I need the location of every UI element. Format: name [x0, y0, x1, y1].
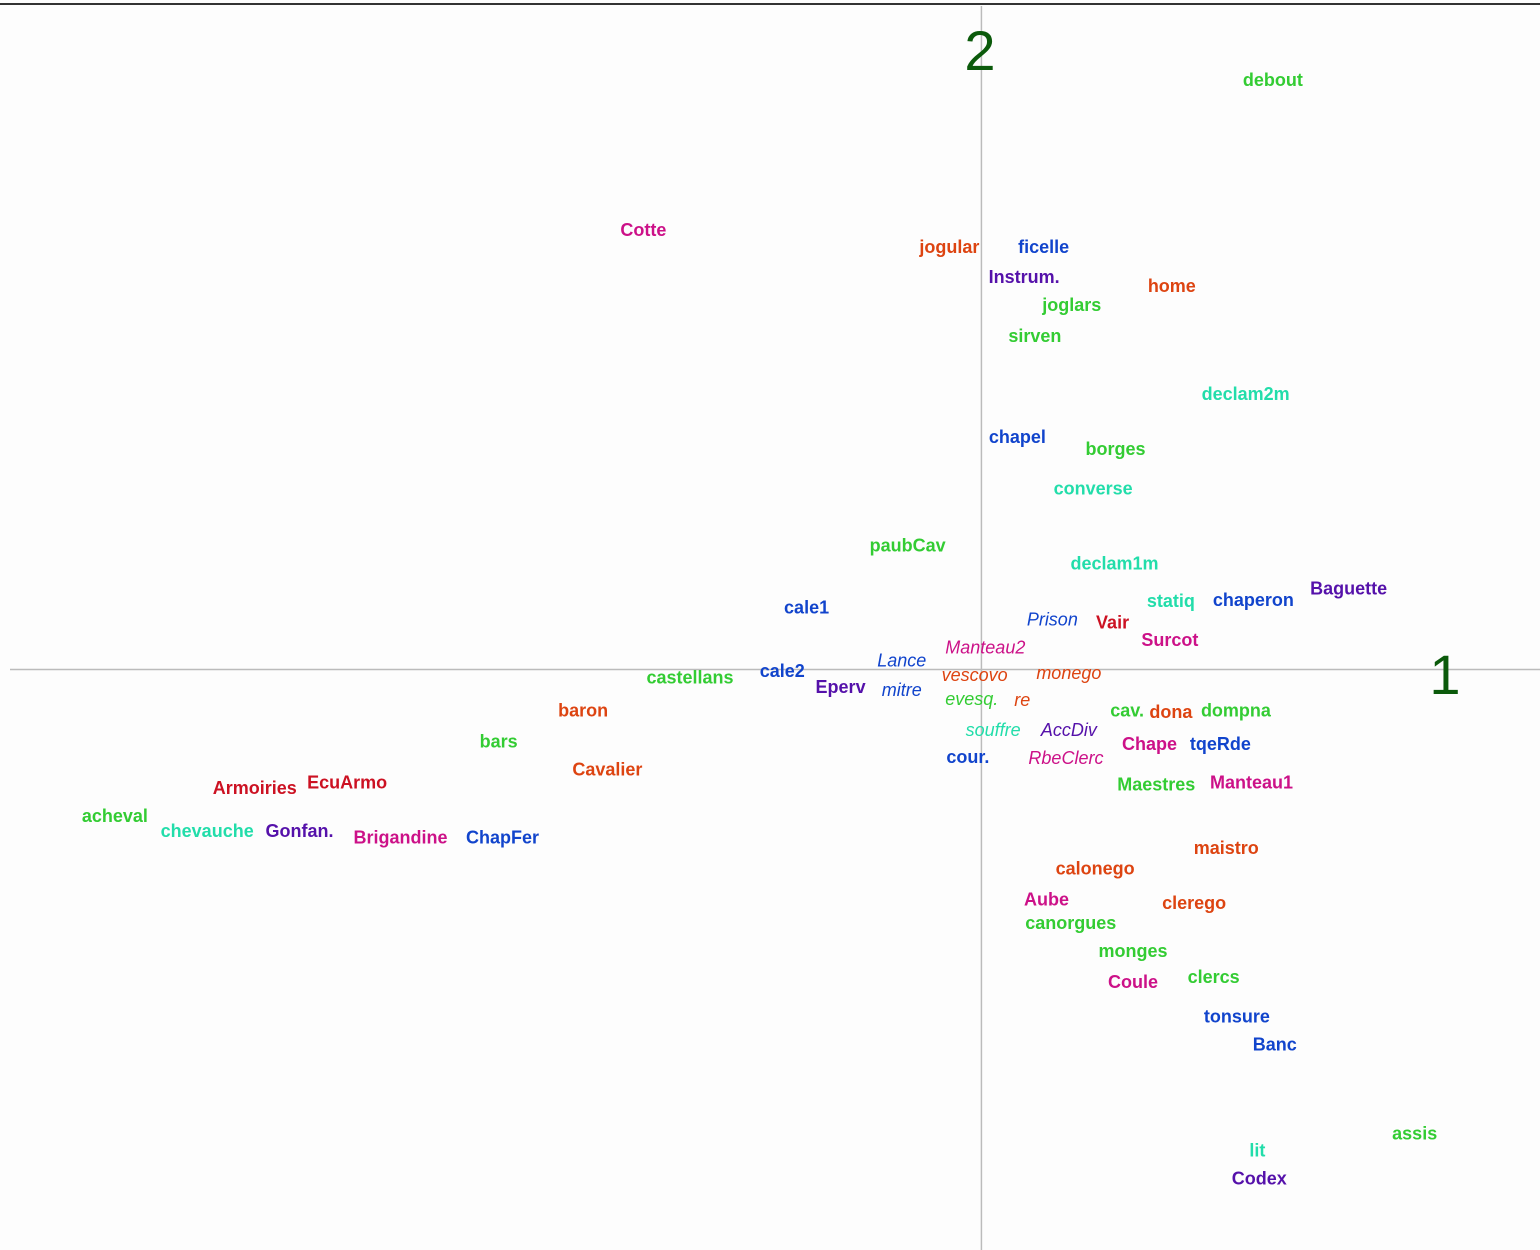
point-label: Gonfan.	[265, 821, 333, 841]
point-label: Vair	[1096, 612, 1129, 632]
point-label: debout	[1243, 70, 1303, 90]
point-label: borges	[1085, 439, 1145, 459]
point-label: dompna	[1201, 700, 1272, 720]
point-label: cour.	[946, 747, 989, 767]
point-label: Instrum.	[989, 267, 1060, 287]
point-label: EcuArmo	[307, 772, 387, 792]
point-label: chevauche	[161, 821, 254, 841]
point-label: vescovo	[942, 665, 1008, 685]
point-label: clercs	[1188, 967, 1240, 987]
point-label: clerego	[1162, 893, 1226, 913]
point-label: cav.	[1110, 700, 1144, 720]
point-label: Banc	[1253, 1035, 1297, 1055]
point-label: Cavalier	[572, 759, 642, 779]
point-label: Brigandine	[354, 828, 448, 848]
point-label: canorgues	[1025, 913, 1116, 933]
point-label: Baguette	[1310, 579, 1387, 599]
point-label: Aube	[1024, 889, 1069, 909]
point-label: calonego	[1056, 859, 1135, 879]
point-label: home	[1148, 276, 1196, 296]
point-label: evesq.	[945, 689, 998, 709]
point-label: Coule	[1108, 972, 1158, 992]
point-label: baron	[558, 700, 608, 720]
point-label: tqeRde	[1190, 734, 1251, 754]
point-label: AccDiv	[1040, 720, 1098, 740]
point-label: bars	[480, 731, 518, 751]
point-label: Maestres	[1117, 774, 1195, 794]
point-label: chapel	[989, 427, 1046, 447]
point-label: re	[1014, 690, 1030, 710]
point-label: monego	[1036, 663, 1101, 683]
point-label: ChapFer	[466, 828, 539, 848]
point-label: cale2	[760, 661, 805, 681]
point-label: chaperon	[1213, 590, 1294, 610]
point-label: dona	[1149, 702, 1193, 722]
point-label: ficelle	[1018, 237, 1069, 257]
point-label: declam1m	[1070, 553, 1158, 573]
point-label: declam2m	[1202, 384, 1290, 404]
point-label: Manteau1	[1210, 772, 1293, 792]
point-label: Chape	[1122, 734, 1177, 754]
point-label: castellans	[646, 668, 733, 688]
point-label: Lance	[877, 651, 926, 671]
y-axis-label: 2	[964, 19, 995, 82]
x-axis-label: 1	[1429, 643, 1460, 706]
point-label: Surcot	[1141, 630, 1198, 650]
point-label: Cotte	[620, 220, 666, 240]
point-label: Manteau2	[945, 638, 1025, 658]
point-label: RbeClerc	[1028, 748, 1103, 768]
point-label: Armoiries	[213, 778, 297, 798]
point-label: souffre	[966, 720, 1021, 740]
point-label: maistro	[1194, 838, 1259, 858]
point-label: assis	[1392, 1124, 1437, 1144]
point-label: converse	[1054, 478, 1133, 498]
point-label: cale1	[784, 597, 829, 617]
point-label: monges	[1098, 941, 1167, 961]
point-label: Codex	[1232, 1169, 1287, 1189]
point-label: lit	[1249, 1140, 1265, 1160]
point-label: mitre	[882, 680, 922, 700]
point-label: sirven	[1008, 326, 1061, 346]
point-label: acheval	[82, 806, 148, 826]
point-label: Prison	[1027, 610, 1078, 630]
point-label: paubCav	[870, 536, 946, 556]
point-label: joglars	[1041, 295, 1101, 315]
point-label: Eperv	[816, 677, 866, 697]
point-label: tonsure	[1204, 1007, 1270, 1027]
point-label: statiq	[1147, 591, 1195, 611]
point-label: jogular	[918, 237, 979, 257]
point-labels: debout Cotte jogular ficelle Instrum. home jog…	[82, 70, 1437, 1188]
